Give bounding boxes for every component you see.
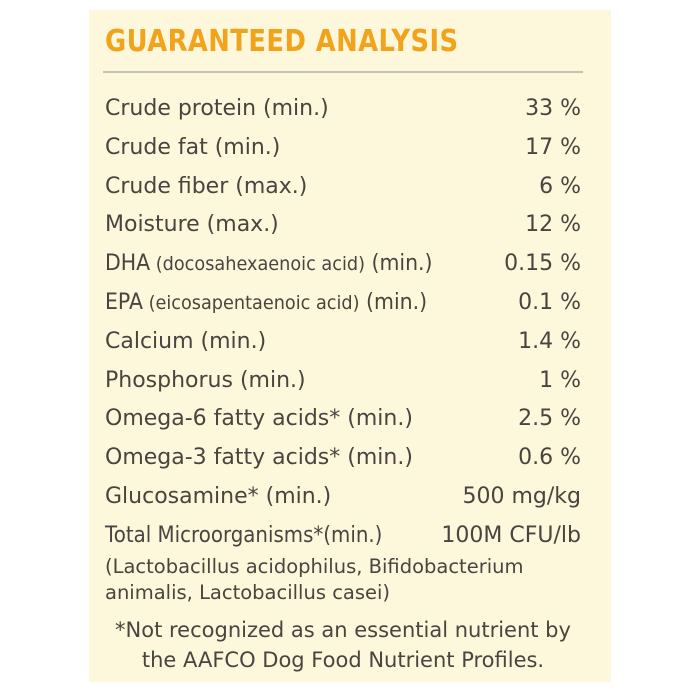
row-value: 17 % — [525, 134, 581, 160]
analysis-row-glucosamine: Glucosamine* (min.) 500 mg/kg — [105, 478, 581, 517]
microorganisms-note: (Lactobacillus acidophilus, Bifidobacter… — [105, 554, 524, 606]
analysis-row-omega-6: Omega-6 fatty acids* (min.) 2.5 % — [105, 400, 581, 439]
row-label: Omega-3 fatty acids* (min.) — [105, 445, 413, 471]
analysis-row-total-microorganisms: Total Microorganisms*(min.) 100M CFU/lb — [105, 517, 581, 556]
analysis-row-omega-3: Omega-3 fatty acids* (min.) 0.6 % — [105, 439, 581, 478]
row-value: 1.4 % — [518, 328, 581, 354]
row-label: Calcium (min.) — [105, 328, 267, 354]
row-label: Moisture (max.) — [105, 212, 279, 238]
row-value: 100M CFU/lb — [441, 522, 581, 548]
analysis-row-calcium: Calcium (min.) 1.4 % — [105, 323, 581, 362]
analysis-row-dha: DHA (docosahexaenoic acid) (min.) 0.15 % — [105, 245, 581, 284]
row-label: Omega-6 fatty acids* (min.) — [105, 406, 413, 432]
analysis-table: Crude protein (min.) 33 % Crude fat (min… — [105, 90, 581, 556]
analysis-row-crude-fiber: Crude fiber (max.) 6 % — [105, 168, 581, 207]
footnote-line: *Not recognized as an essential nutrient… — [115, 618, 571, 642]
row-label: Phosphorus (min.) — [105, 367, 306, 393]
row-value: 1 % — [539, 367, 581, 393]
row-label: Total Microorganisms*(min.) — [105, 522, 383, 548]
row-value: 2.5 % — [518, 406, 581, 432]
panel-title: GUARANTEED ANALYSIS — [105, 24, 459, 59]
row-label: EPA (eicosapentaenoic acid) (min.) — [105, 289, 428, 315]
microorganisms-note-line: (Lactobacillus acidophilus, Bifidobacter… — [105, 555, 524, 578]
analysis-row-epa: EPA (eicosapentaenoic acid) (min.) 0.1 % — [105, 284, 581, 323]
row-value: 500 mg/kg — [462, 483, 582, 509]
row-label: Crude fiber (max.) — [105, 173, 308, 199]
analysis-row-crude-fat: Crude fat (min.) 17 % — [105, 129, 581, 168]
analysis-row-phosphorus: Phosphorus (min.) 1 % — [105, 362, 581, 401]
row-value: 33 % — [525, 96, 581, 121]
row-label: Crude protein (min.) — [105, 96, 329, 121]
analysis-row-crude-protein: Crude protein (min.) 33 % — [105, 90, 581, 129]
guaranteed-analysis-panel: GUARANTEED ANALYSIS Crude protein (min.)… — [89, 10, 611, 682]
microorganisms-note-line: animalis, Lactobacillus casei) — [105, 581, 391, 604]
row-label: Glucosamine* (min.) — [105, 483, 332, 509]
footnote: *Not recognized as an essential nutrient… — [105, 615, 581, 675]
analysis-row-moisture: Moisture (max.) 12 % — [105, 206, 581, 245]
footnote-line: the AAFCO Dog Food Nutrient Profiles. — [141, 648, 545, 672]
row-label: Crude fat (min.) — [105, 134, 281, 160]
row-value: 0.15 % — [504, 251, 581, 277]
title-divider — [103, 71, 583, 73]
row-value: 12 % — [525, 212, 581, 238]
row-value: 6 % — [539, 173, 581, 199]
row-value: 0.1 % — [518, 289, 581, 315]
row-label: DHA (docosahexaenoic acid) (min.) — [105, 251, 433, 277]
row-value: 0.6 % — [518, 445, 581, 471]
